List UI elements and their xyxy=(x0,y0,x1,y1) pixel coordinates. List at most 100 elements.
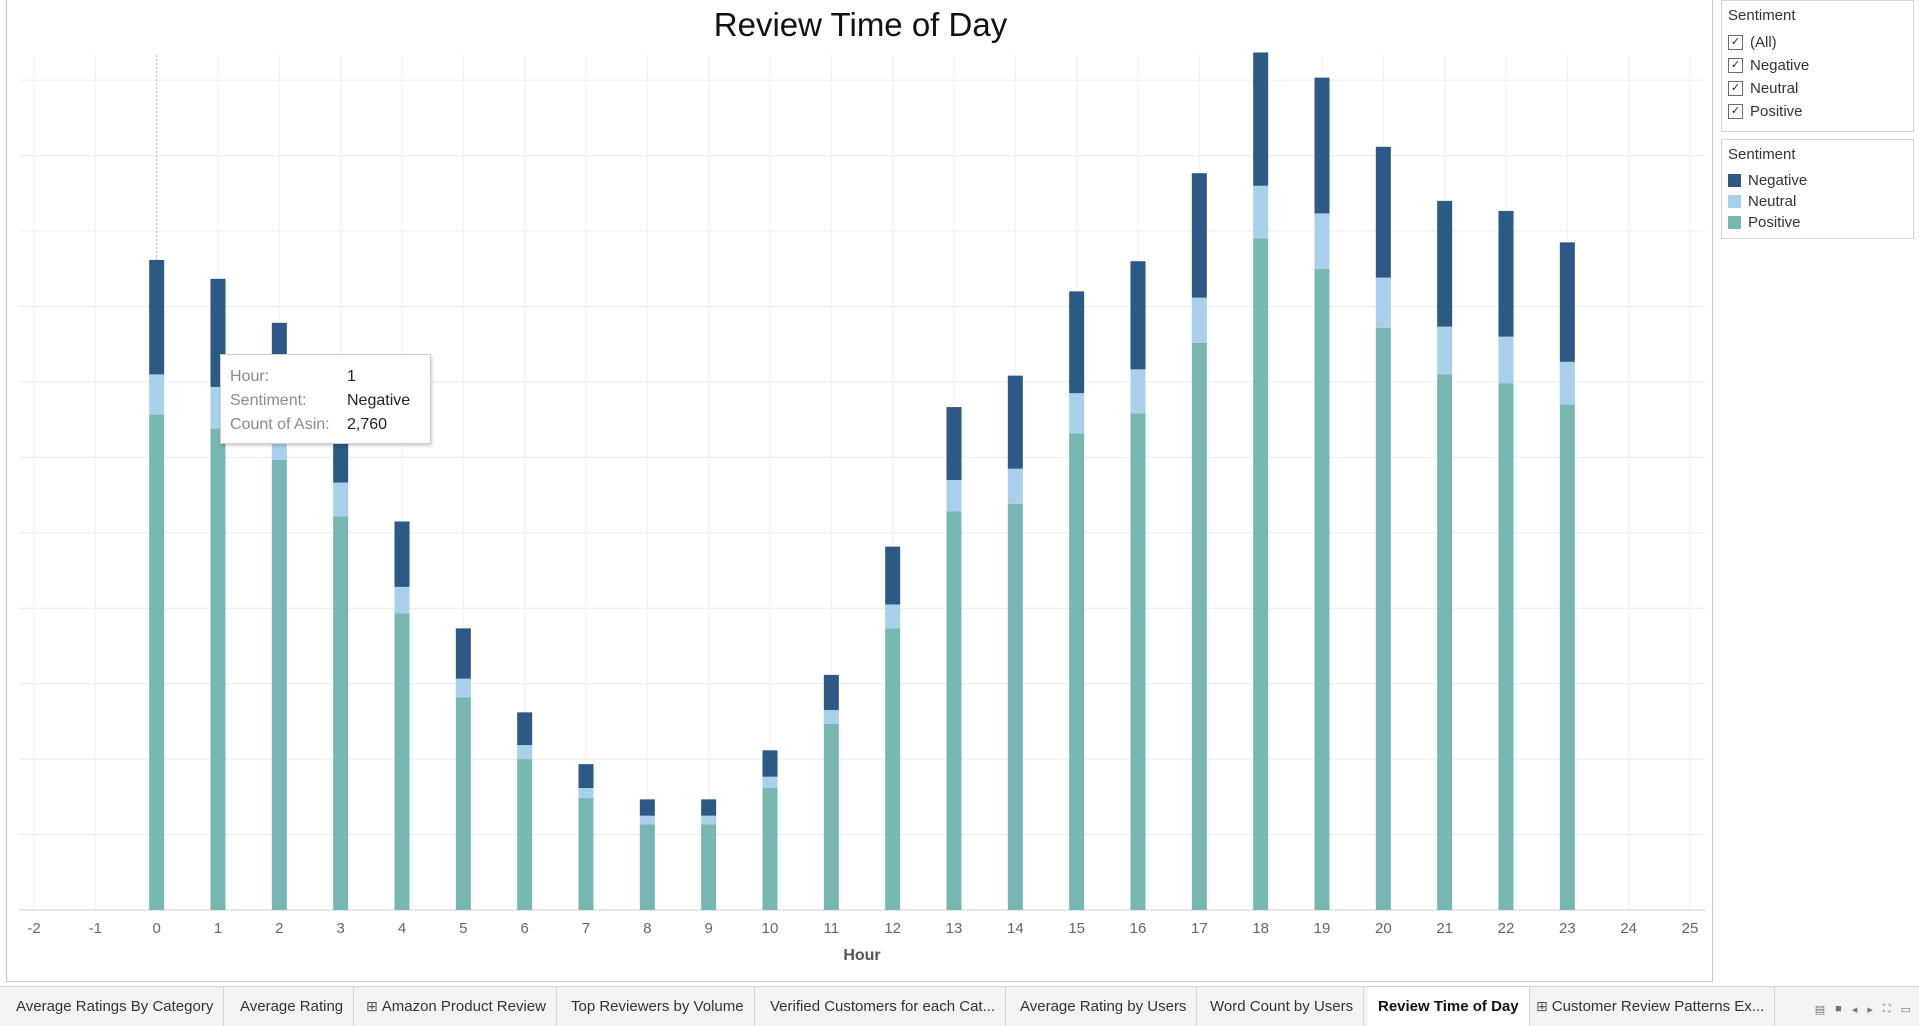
bar-segment-positive[interactable] xyxy=(1130,413,1146,910)
bar-segment-positive[interactable] xyxy=(701,824,717,911)
bar-segment-positive[interactable] xyxy=(946,511,962,910)
checkbox-icon[interactable]: ✓ xyxy=(1728,81,1743,96)
filter-item-all[interactable]: ✓ (All) xyxy=(1722,31,1913,54)
filter-item-negative[interactable]: ✓ Negative xyxy=(1722,54,1913,77)
checkbox-icon[interactable]: ✓ xyxy=(1728,104,1743,119)
bar-segment-negative[interactable] xyxy=(455,628,471,679)
tab-average-rating-by-users[interactable]: Average Rating by Users xyxy=(1010,987,1198,1026)
bar-segment-neutral[interactable] xyxy=(1130,369,1146,414)
filter-title: Sentiment xyxy=(1728,7,1796,24)
bar-segment-neutral[interactable] xyxy=(1191,297,1207,343)
bar-segment-negative[interactable] xyxy=(149,259,165,375)
checkbox-icon[interactable]: ✓ xyxy=(1728,58,1743,73)
filter-item-neutral[interactable]: ✓ Neutral xyxy=(1722,77,1913,100)
bar-segment-neutral[interactable] xyxy=(823,710,839,724)
next-icon[interactable]: ▸ xyxy=(1867,1004,1873,1016)
bar-segment-positive[interactable] xyxy=(823,723,839,910)
bar-segment-positive[interactable] xyxy=(1314,268,1330,910)
bar-segment-negative[interactable] xyxy=(885,546,901,605)
bar-segment-neutral[interactable] xyxy=(517,745,533,760)
tab-review-time-of-day[interactable]: Review Time of Day xyxy=(1368,987,1530,1026)
bar-segment-positive[interactable] xyxy=(455,697,471,910)
bar-segment-negative[interactable] xyxy=(1437,200,1453,327)
bar-segment-negative[interactable] xyxy=(578,764,594,789)
bar-segment-positive[interactable] xyxy=(271,459,287,910)
bar-segment-negative[interactable] xyxy=(639,799,655,816)
bar-segment-negative[interactable] xyxy=(394,521,410,587)
bar-segment-neutral[interactable] xyxy=(394,586,410,614)
bar-segment-neutral[interactable] xyxy=(1375,277,1391,328)
bar-segment-negative[interactable] xyxy=(1069,291,1085,394)
bar-segment-negative[interactable] xyxy=(701,799,717,816)
present-icon[interactable]: ▭ xyxy=(1900,1004,1911,1016)
bar-segment-neutral[interactable] xyxy=(1007,468,1023,504)
x-tick-label: -2 xyxy=(27,920,40,937)
legend-item-neutral[interactable]: Neutral xyxy=(1722,191,1913,212)
bar-segment-neutral[interactable] xyxy=(1069,393,1085,434)
bar-segment-negative[interactable] xyxy=(823,674,839,711)
tab-top-reviewers-by-volume[interactable]: Top Reviewers by Volume xyxy=(561,987,755,1026)
bar-segment-neutral[interactable] xyxy=(946,479,962,512)
bar-segment-positive[interactable] xyxy=(1069,433,1085,910)
bar-segment-neutral[interactable] xyxy=(455,678,471,698)
bar-segment-negative[interactable] xyxy=(1314,77,1330,214)
bar-segment-neutral[interactable] xyxy=(1498,336,1514,384)
bar-segment-negative[interactable] xyxy=(1253,52,1269,186)
legend-item-negative[interactable]: Negative xyxy=(1722,170,1913,191)
bar-segment-negative[interactable] xyxy=(517,712,533,746)
bar-segment-neutral[interactable] xyxy=(333,482,349,517)
filter-item-positive[interactable]: ✓ Positive xyxy=(1722,100,1913,123)
bar-segment-negative[interactable] xyxy=(1191,173,1207,298)
tab-verified-customers[interactable]: Verified Customers for each Cat... xyxy=(760,987,1007,1026)
bar-segment-positive[interactable] xyxy=(762,788,778,910)
bar-segment-neutral[interactable] xyxy=(1253,185,1269,239)
bar-segment-neutral[interactable] xyxy=(885,604,901,629)
bar-segment-neutral[interactable] xyxy=(701,815,717,825)
bar-segment-positive[interactable] xyxy=(578,798,594,910)
x-tick-label: 0 xyxy=(152,920,160,937)
bar-segment-positive[interactable] xyxy=(517,759,533,910)
x-tick-label: 8 xyxy=(643,920,651,937)
tab-label: Customer Review Patterns Ex... xyxy=(1551,998,1765,1015)
bar-segment-neutral[interactable] xyxy=(578,788,594,799)
bar-segment-positive[interactable] xyxy=(1253,238,1269,910)
tab-word-count-by-users[interactable]: Word Count by Users xyxy=(1200,987,1365,1026)
checkbox-icon[interactable]: ✓ xyxy=(1728,35,1743,50)
bar-segment-negative[interactable] xyxy=(946,407,962,480)
prev-icon[interactable]: ◂ xyxy=(1851,1004,1858,1016)
legend-item-positive[interactable]: Positive xyxy=(1722,212,1913,233)
tab-average-rating[interactable]: Average Rating xyxy=(230,987,355,1026)
bar-segment-positive[interactable] xyxy=(1375,327,1391,910)
bar-segment-positive[interactable] xyxy=(639,824,655,911)
bar-segment-positive[interactable] xyxy=(1437,374,1453,910)
tab-average-ratings-by-category[interactable]: Average Ratings By Category xyxy=(6,987,225,1026)
single-view-icon[interactable]: ■ xyxy=(1835,1003,1842,1015)
bar-segment-negative[interactable] xyxy=(1007,375,1023,469)
bar-segment-positive[interactable] xyxy=(210,428,226,910)
bar-segment-positive[interactable] xyxy=(1007,503,1023,910)
bar-segment-positive[interactable] xyxy=(333,516,349,910)
bar-segment-negative[interactable] xyxy=(1130,261,1146,370)
bar-segment-neutral[interactable] xyxy=(1559,361,1575,405)
sheet-navigation: ▤ ■ ◂ ▸ ⛶ ▭ xyxy=(1815,1003,1911,1016)
grid-view-icon[interactable]: ▤ xyxy=(1814,1004,1826,1016)
bar-segment-neutral[interactable] xyxy=(1314,213,1330,269)
fullscreen-icon[interactable]: ⛶ xyxy=(1882,1003,1891,1015)
bar-segment-neutral[interactable] xyxy=(1437,326,1453,375)
bar-segment-positive[interactable] xyxy=(149,414,165,910)
bar-segment-neutral[interactable] xyxy=(639,815,655,825)
bar-segment-negative[interactable] xyxy=(1559,242,1575,362)
bar-segment-positive[interactable] xyxy=(394,613,410,910)
bar-segment-positive[interactable] xyxy=(1498,383,1514,910)
bar-segment-positive[interactable] xyxy=(885,628,901,910)
tab-amazon-product-review[interactable]: ⊞ Amazon Product Review xyxy=(356,987,557,1026)
bar-segment-positive[interactable] xyxy=(1559,404,1575,910)
bar-segment-neutral[interactable] xyxy=(149,374,165,415)
bar-segment-negative[interactable] xyxy=(1375,146,1391,278)
bar-segment-positive[interactable] xyxy=(1191,342,1207,910)
tab-customer-review-patterns[interactable]: ⊞ Customer Review Patterns Ex... xyxy=(1526,987,1776,1026)
x-tick-label: 4 xyxy=(398,920,406,937)
bar-segment-negative[interactable] xyxy=(1498,210,1514,337)
bar-segment-neutral[interactable] xyxy=(762,776,778,789)
bar-segment-negative[interactable] xyxy=(762,750,778,777)
